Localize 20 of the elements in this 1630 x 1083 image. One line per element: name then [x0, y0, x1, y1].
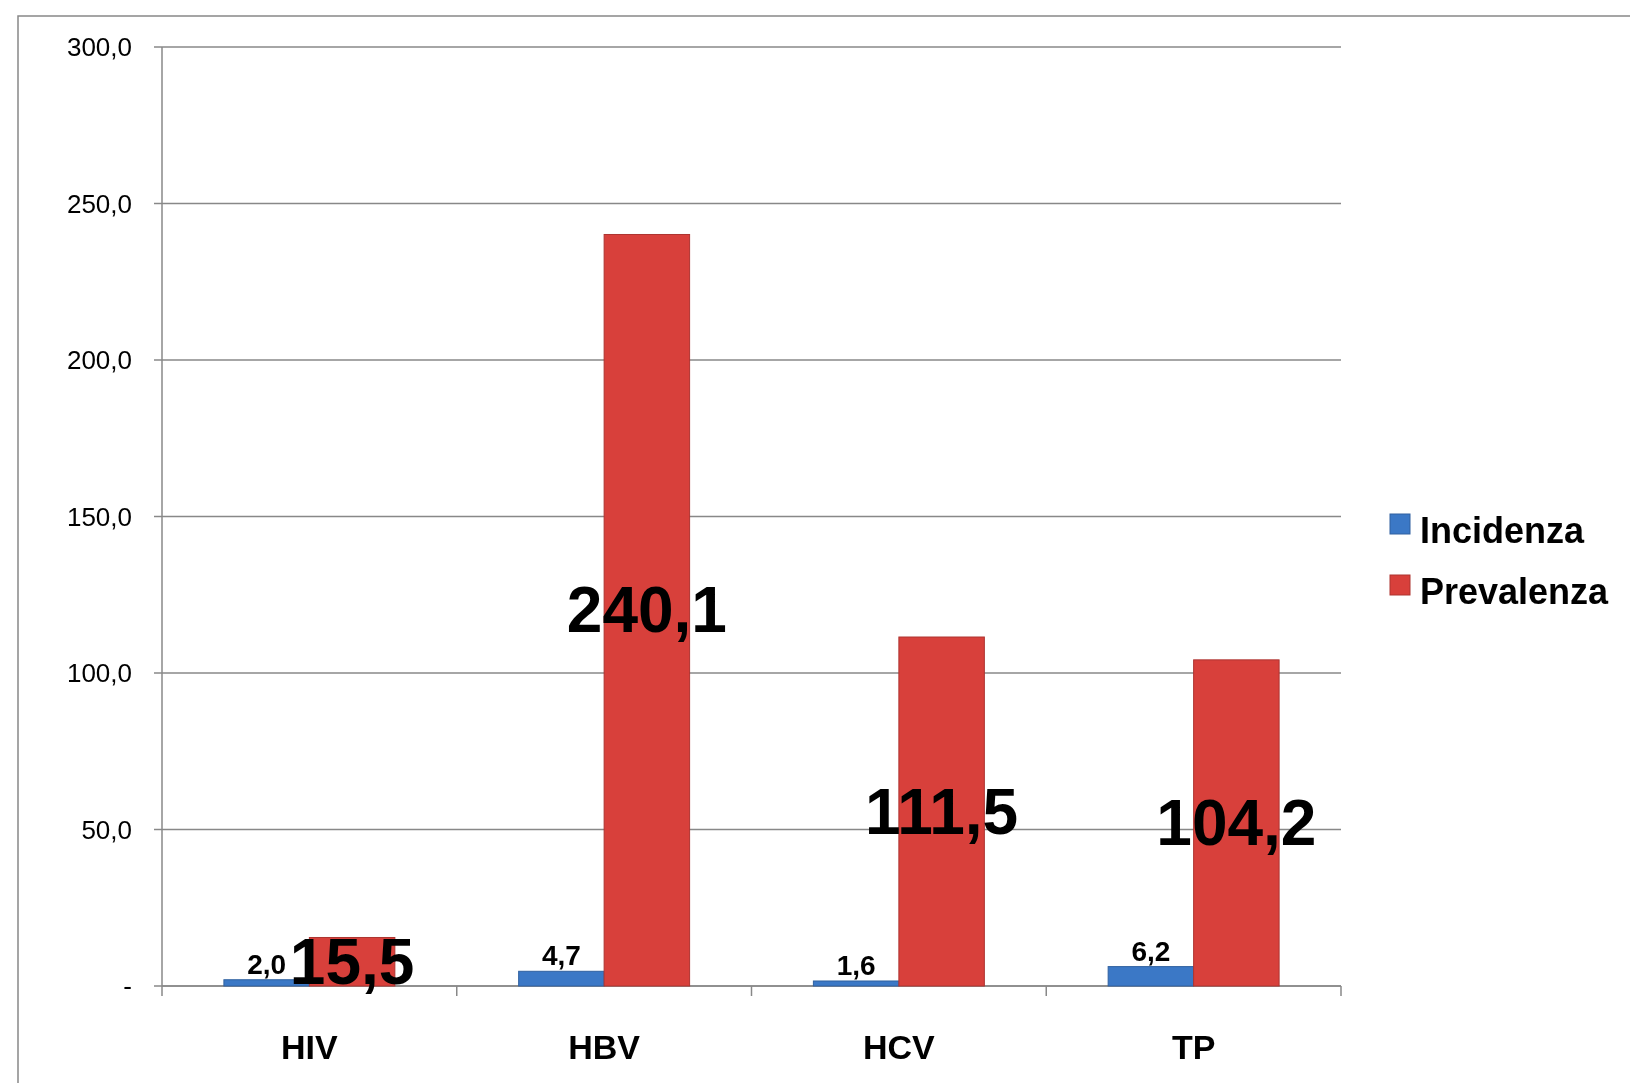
x-tick-label: TP: [1171, 1028, 1216, 1066]
y-tick-label: -: [123, 971, 132, 1001]
y-tick-label: 250,0: [66, 188, 132, 219]
x-tick-label: HIV: [281, 1028, 339, 1066]
bar: [1107, 966, 1195, 987]
data-label: 6,2: [1131, 935, 1171, 967]
legend-label: Incidenza: [1420, 509, 1586, 551]
data-label: 2,0: [247, 948, 287, 980]
y-tick-label: 100,0: [66, 658, 132, 688]
x-tick-label: HCV: [862, 1028, 936, 1066]
data-label: 4,7: [541, 940, 581, 972]
y-tick-label: 150,0: [66, 501, 132, 532]
bar: [812, 980, 900, 987]
y-tick-label: 300,0: [66, 32, 132, 62]
y-tick-label: 200,0: [66, 345, 132, 375]
bar: [518, 970, 605, 987]
x-tick-label: HBV: [568, 1028, 641, 1066]
legend-label: Prevalenza: [1420, 570, 1610, 612]
data-label: 1,6: [836, 949, 876, 981]
y-tick-label: 50,0: [81, 814, 132, 845]
